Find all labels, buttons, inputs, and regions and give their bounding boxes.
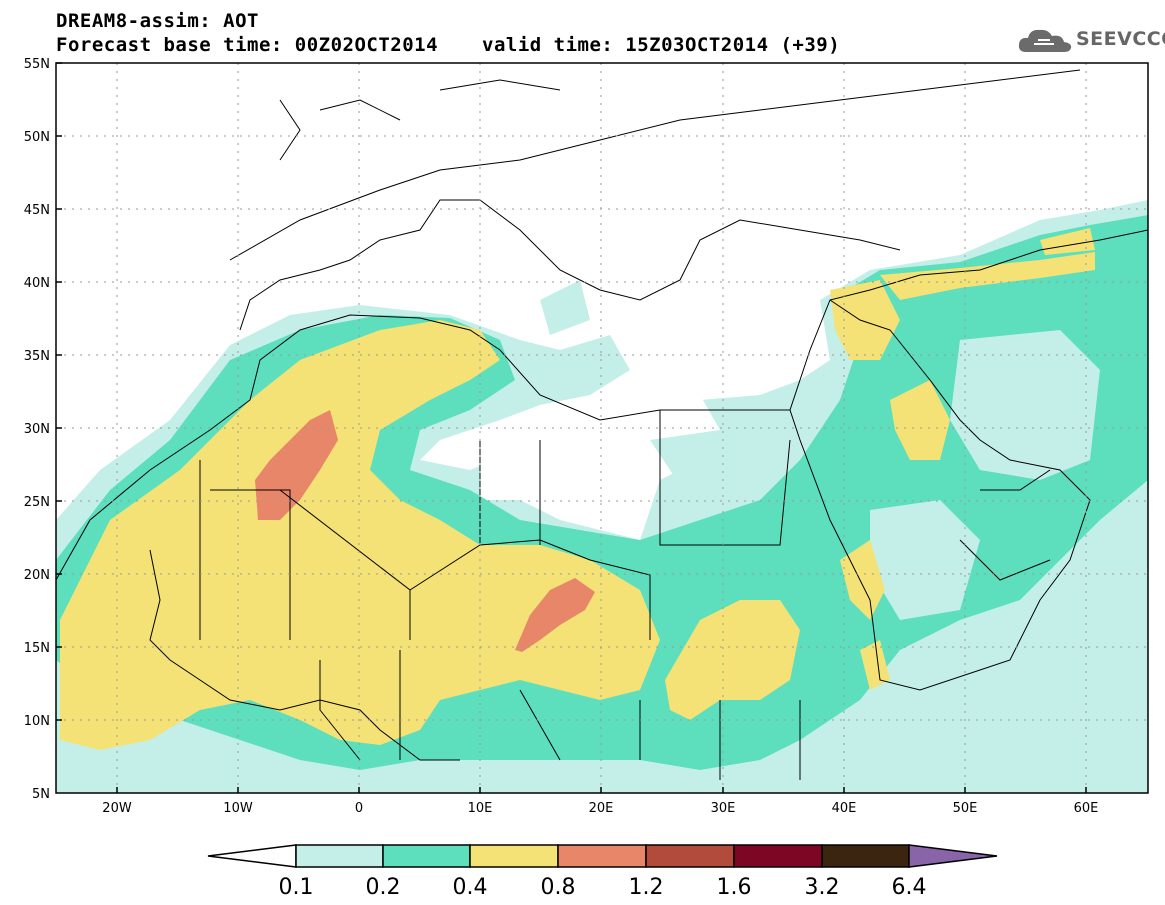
colorbar-segment	[645, 844, 735, 868]
lon-label: 20W	[102, 801, 132, 816]
colorbar-segment	[295, 844, 384, 868]
lon-label: 40E	[832, 801, 857, 816]
lon-label: 10W	[223, 801, 253, 816]
forecast-base-time: Forecast base time: 00Z02OCT2014	[56, 34, 439, 56]
colorbar-label: 0.1	[279, 875, 314, 900]
colorbar-label: 0.8	[541, 875, 576, 900]
colorbar	[207, 844, 998, 868]
lat-label: 15N	[24, 641, 50, 656]
aot-band-0.1-0.2-inner	[650, 330, 1100, 620]
lon-label: 0	[355, 801, 363, 816]
lon-label: 50E	[953, 801, 978, 816]
country-borders	[56, 69, 1148, 780]
lat-label: 20N	[24, 568, 50, 583]
lat-label: 5N	[32, 787, 50, 802]
lat-label: 45N	[24, 203, 50, 218]
colorbar-label: 0.4	[453, 875, 488, 900]
lat-label: 40N	[24, 276, 50, 291]
lat-label: 10N	[24, 714, 50, 729]
lat-label: 35N	[24, 349, 50, 364]
colorbar-label: 0.2	[366, 875, 401, 900]
lon-label: 10E	[468, 801, 493, 816]
lat-label: 55N	[24, 57, 50, 72]
colorbar-segment	[733, 844, 823, 868]
colorbar-segment	[557, 844, 647, 868]
colorbar-segment	[469, 844, 559, 868]
lon-label: 30E	[711, 801, 736, 816]
lat-label: 25N	[24, 495, 50, 510]
colorbar-segment	[821, 844, 910, 868]
map-title: DREAM8-assim: AOT	[56, 10, 259, 32]
lat-label: 30N	[24, 422, 50, 437]
cloud-icon	[1018, 29, 1072, 52]
colorbar-label: 1.6	[717, 875, 752, 900]
colorbar-label: 1.2	[629, 875, 664, 900]
aot-band-0.8-1.2	[255, 410, 595, 652]
colorbar-segment-below	[207, 844, 297, 868]
colorbar-label: 3.2	[805, 875, 840, 900]
aot-band-0.4-0.8	[60, 228, 1095, 750]
valid-time: valid time: 15Z03OCT2014 (+39)	[482, 34, 841, 56]
logo-text: SEEVCCC	[1076, 28, 1165, 50]
colorbar-segment	[382, 844, 471, 868]
lon-label: 60E	[1074, 801, 1099, 816]
lon-label: 20E	[589, 801, 614, 816]
colorbar-label: 6.4	[892, 875, 927, 900]
colorbar-segment-above	[908, 844, 998, 868]
graticule	[56, 63, 1148, 793]
lat-label: 50N	[24, 130, 50, 145]
